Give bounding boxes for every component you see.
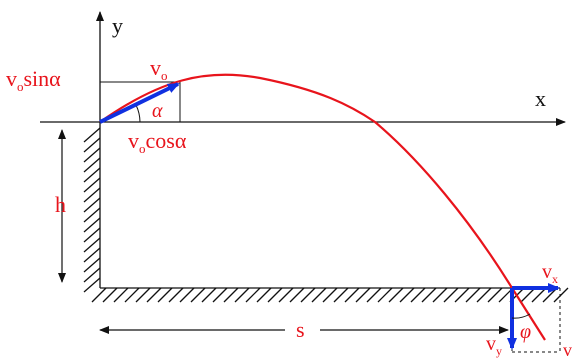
ground-hatch-mark — [102, 287, 118, 303]
ground-hatch-mark — [553, 287, 569, 303]
wall-hatch-mark — [83, 187, 101, 203]
ground-hatch-mark — [300, 287, 316, 303]
y-axis-label: y — [112, 13, 123, 38]
v-label: v — [563, 340, 572, 359]
wall-hatch-mark — [83, 277, 101, 293]
ground-hatch-mark — [190, 287, 206, 303]
ground-hatch-mark — [399, 287, 415, 303]
ground-hatch-mark — [333, 287, 349, 303]
ground-hatch-mark — [443, 287, 459, 303]
ground-hatch-mark — [410, 287, 426, 303]
wall-hatch-mark — [83, 247, 101, 263]
phi-label: φ — [520, 321, 531, 343]
ground-hatch-mark — [256, 287, 272, 303]
trajectory-curve — [99, 73, 546, 341]
ground-hatch — [91, 287, 569, 303]
ground-hatch-mark — [201, 287, 217, 303]
ground-hatch-mark — [355, 287, 371, 303]
ground-hatch-mark — [157, 287, 173, 303]
ground-hatch-mark — [179, 287, 195, 303]
wall-hatch-mark — [83, 267, 101, 283]
vx-label: vx — [542, 261, 558, 286]
ground-hatch-mark — [366, 287, 382, 303]
ground-hatch-mark — [113, 287, 129, 303]
wall-hatch-mark — [83, 207, 101, 223]
wall-hatch-mark — [83, 147, 101, 163]
wall-hatch-mark — [83, 157, 101, 173]
ground-hatch-mark — [531, 287, 547, 303]
wall-hatch-mark — [83, 167, 101, 183]
alpha-label: α — [152, 100, 163, 122]
alpha-arc — [135, 104, 141, 123]
ground-hatch-mark — [91, 287, 107, 303]
vy-label: vy — [486, 333, 502, 358]
ground-hatch-mark — [377, 287, 393, 303]
ground-hatch-mark — [542, 287, 558, 303]
wall-hatch-mark — [83, 217, 101, 233]
h-label: h — [55, 192, 66, 217]
ground-hatch-mark — [223, 287, 239, 303]
wall-hatch-mark — [83, 257, 101, 273]
wall-hatch-mark — [83, 127, 101, 143]
ground-hatch-mark — [267, 287, 283, 303]
ground-hatch-mark — [245, 287, 261, 303]
ground-hatch-mark — [520, 287, 536, 303]
ground-hatch-mark — [421, 287, 437, 303]
wall-hatch-mark — [83, 177, 101, 193]
ground-hatch-mark — [465, 287, 481, 303]
ground-hatch-mark — [212, 287, 228, 303]
ground-hatch-mark — [146, 287, 162, 303]
ground-hatch-mark — [454, 287, 470, 303]
ground-hatch-mark — [234, 287, 250, 303]
ground-hatch-mark — [476, 287, 492, 303]
cliff-hatch — [83, 122, 101, 293]
ground-hatch-mark — [487, 287, 503, 303]
ground-hatch-mark — [124, 287, 140, 303]
ground-hatch-mark — [289, 287, 305, 303]
phi-arc — [511, 313, 531, 319]
s-label: s — [296, 317, 305, 342]
v0-vector — [99, 82, 180, 124]
wall-hatch-mark — [83, 237, 101, 253]
ground-hatch-mark — [278, 287, 294, 303]
ground-hatch-mark — [311, 287, 327, 303]
ground-hatch-mark — [344, 287, 360, 303]
ground-hatch-mark — [168, 287, 184, 303]
v0-label: vo — [150, 55, 168, 83]
wall-hatch-mark — [83, 227, 101, 243]
wall-hatch-mark — [83, 137, 101, 153]
ground-hatch-mark — [388, 287, 404, 303]
x-axis-label: x — [535, 86, 546, 111]
wall-hatch-mark — [83, 197, 101, 213]
ground-hatch-mark — [322, 287, 338, 303]
ground-hatch-mark — [135, 287, 151, 303]
ground-hatch-mark — [432, 287, 448, 303]
v0-cos-label: vocosα — [128, 128, 187, 156]
v0-sin-label: vosinα — [6, 66, 61, 94]
